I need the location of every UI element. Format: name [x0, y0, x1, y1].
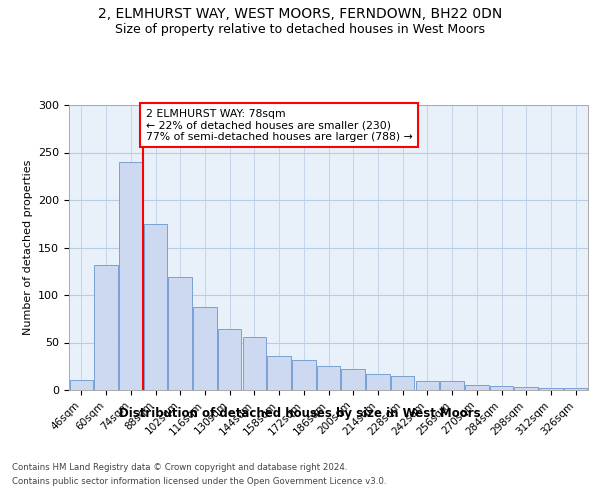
Bar	[416, 382, 439, 390]
Bar	[242, 337, 266, 390]
Text: Distribution of detached houses by size in West Moors: Distribution of detached houses by size …	[119, 408, 481, 420]
Bar	[292, 360, 316, 390]
Text: Contains HM Land Registry data © Crown copyright and database right 2024.: Contains HM Land Registry data © Crown c…	[12, 462, 347, 471]
Bar	[366, 374, 389, 390]
Bar	[144, 224, 167, 390]
Bar	[490, 386, 513, 390]
Bar	[440, 382, 464, 390]
Bar	[391, 376, 415, 390]
Text: 2 ELMHURST WAY: 78sqm
← 22% of detached houses are smaller (230)
77% of semi-det: 2 ELMHURST WAY: 78sqm ← 22% of detached …	[146, 109, 412, 142]
Text: Contains public sector information licensed under the Open Government Licence v3: Contains public sector information licen…	[12, 478, 386, 486]
Bar	[465, 385, 488, 390]
Bar	[94, 264, 118, 390]
Text: Size of property relative to detached houses in West Moors: Size of property relative to detached ho…	[115, 22, 485, 36]
Bar	[193, 308, 217, 390]
Bar	[564, 388, 587, 390]
Bar	[514, 387, 538, 390]
Bar	[119, 162, 143, 390]
Bar	[317, 366, 340, 390]
Bar	[268, 356, 291, 390]
Bar	[341, 369, 365, 390]
Bar	[218, 329, 241, 390]
Bar	[539, 388, 563, 390]
Bar	[169, 277, 192, 390]
Bar	[70, 380, 93, 390]
Y-axis label: Number of detached properties: Number of detached properties	[23, 160, 32, 335]
Text: 2, ELMHURST WAY, WEST MOORS, FERNDOWN, BH22 0DN: 2, ELMHURST WAY, WEST MOORS, FERNDOWN, B…	[98, 8, 502, 22]
